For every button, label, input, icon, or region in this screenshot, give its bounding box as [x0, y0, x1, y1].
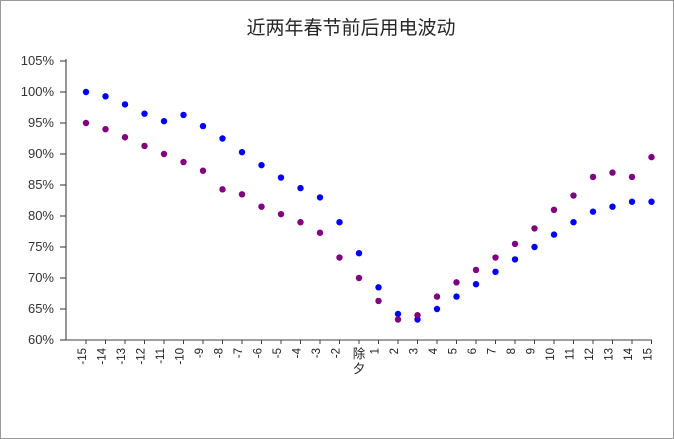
svg-text:9: 9	[526, 348, 538, 354]
svg-text:3: 3	[409, 348, 421, 354]
svg-text:15: 15	[643, 348, 655, 361]
svg-text:6: 6	[467, 348, 479, 354]
svg-text:-14: -14	[97, 347, 109, 364]
svg-text:10: 10	[545, 348, 557, 361]
svg-text:1: 1	[370, 348, 382, 354]
svg-text:-3: -3	[311, 348, 323, 358]
svg-text:-10: -10	[175, 348, 187, 365]
svg-text:13: 13	[604, 348, 616, 361]
svg-text:-5: -5	[272, 348, 284, 358]
svg-text:-15: -15	[77, 348, 89, 365]
svg-text:80%: 80%	[28, 208, 54, 223]
svg-text:90%: 90%	[28, 146, 54, 161]
svg-text:60%: 60%	[28, 332, 54, 347]
svg-text:65%: 65%	[28, 301, 54, 316]
svg-text:14: 14	[623, 347, 635, 360]
svg-text:2: 2	[389, 348, 401, 354]
svg-text:-7: -7	[233, 348, 245, 358]
svg-text:4: 4	[428, 347, 440, 354]
svg-text:5: 5	[448, 348, 460, 354]
svg-text:95%: 95%	[28, 115, 54, 130]
svg-text:夕: 夕	[353, 362, 366, 376]
svg-text:-2: -2	[331, 348, 343, 358]
svg-text:100%: 100%	[21, 84, 55, 99]
svg-text:-6: -6	[253, 348, 265, 358]
svg-text:-11: -11	[155, 348, 167, 364]
svg-text:105%: 105%	[21, 53, 55, 68]
svg-text:70%: 70%	[28, 270, 54, 285]
svg-text:8: 8	[506, 348, 518, 354]
svg-text:-13: -13	[116, 348, 128, 365]
svg-text:7: 7	[487, 348, 499, 354]
svg-text:85%: 85%	[28, 177, 54, 192]
svg-text:-4: -4	[292, 347, 304, 358]
svg-text:11: 11	[565, 348, 577, 360]
svg-text:-12: -12	[136, 348, 148, 365]
svg-text:除: 除	[353, 346, 366, 361]
svg-text:-9: -9	[194, 348, 206, 358]
svg-text:75%: 75%	[28, 239, 54, 254]
svg-text:12: 12	[584, 348, 596, 361]
svg-text:近两年春节前后用电波动: 近两年春节前后用电波动	[246, 17, 455, 39]
svg-text:-8: -8	[214, 348, 226, 358]
